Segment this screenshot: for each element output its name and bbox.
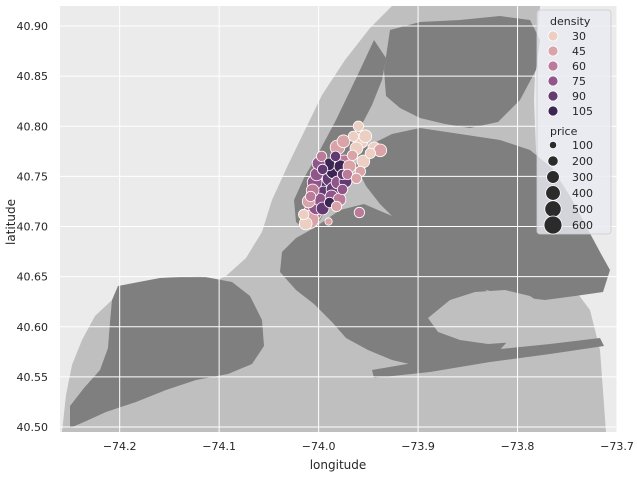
- y-axis-label: latitude: [4, 199, 18, 245]
- legend-hue-title: density: [550, 15, 591, 28]
- legend: density 30 45 60 75 90 105 price 100 200 300 400…: [536, 9, 612, 235]
- legend-hue-label: 75: [572, 75, 586, 88]
- data-point: [347, 130, 360, 142]
- map-land-new-jersey: [60, 6, 392, 432]
- x-axis-label: longitude: [310, 458, 367, 472]
- y-tick-label: 40.90: [17, 20, 49, 33]
- x-tick-label: −74.1: [202, 440, 236, 453]
- legend-hue-label: 30: [572, 30, 586, 43]
- data-point: [305, 190, 317, 203]
- legend-size-entries: 100 200 300 400 500 600: [543, 139, 593, 235]
- data-point: [336, 183, 349, 196]
- x-tick-label: −73.7: [600, 440, 634, 453]
- legend-hue-label: 45: [572, 45, 586, 58]
- x-axis-ticks: −74.2 −74.1 −74.0 −73.9 −73.8 −73.7: [103, 440, 634, 453]
- y-axis-ticks: 40.50 40.55 40.60 40.65 40.70 40.75 40.80 40.85…: [17, 20, 49, 434]
- legend-hue-marker: [547, 30, 559, 42]
- x-tick-label: −73.8: [501, 440, 535, 453]
- data-point: [336, 134, 351, 149]
- legend-size-title: price: [550, 125, 578, 138]
- legend-hue-marker: [547, 75, 559, 87]
- legend-size-marker: [547, 155, 559, 167]
- map-land-rockaway: [372, 338, 604, 378]
- y-tick-label: 40.50: [17, 421, 49, 434]
- legend-hue-marker: [547, 90, 559, 102]
- data-point: [353, 206, 365, 219]
- y-tick-label: 40.55: [17, 371, 49, 384]
- legend-size-marker: [546, 170, 560, 184]
- legend-size-label: 500: [572, 203, 593, 216]
- data-point: [358, 129, 373, 144]
- legend-size-marker: [545, 185, 561, 201]
- legend-size-label: 600: [572, 219, 593, 232]
- data-point: [316, 163, 329, 175]
- data-point: [346, 149, 359, 161]
- legend-size-label: 400: [572, 187, 593, 200]
- map-land-staten-island: [70, 276, 264, 428]
- legend-hue-marker: [547, 105, 559, 117]
- y-tick-label: 40.75: [17, 170, 49, 183]
- legend-size-marker: [543, 215, 563, 235]
- legend-size-label: 100: [572, 139, 593, 152]
- legend-hue-label: 60: [572, 60, 586, 73]
- data-point: [324, 217, 333, 226]
- x-tick-label: −74.2: [103, 440, 137, 453]
- y-tick-label: 40.60: [17, 321, 49, 334]
- data-point: [298, 208, 310, 221]
- data-point: [364, 147, 376, 159]
- legend-hue-entries: 30 45 60 75 90 105: [547, 30, 593, 118]
- map-land-bronx: [384, 16, 540, 128]
- data-points: [298, 120, 388, 231]
- data-point: [350, 172, 362, 185]
- legend-size-marker: [548, 140, 558, 150]
- legend-size-label: 200: [572, 155, 593, 168]
- legend-box: [536, 9, 612, 235]
- legend-hue-label: 105: [572, 105, 593, 118]
- y-tick-label: 40.80: [17, 120, 49, 133]
- legend-size-label: 300: [572, 171, 593, 184]
- data-point: [329, 150, 342, 162]
- y-tick-label: 40.85: [17, 70, 49, 83]
- legend-hue-marker: [547, 60, 559, 72]
- data-point: [352, 120, 364, 132]
- x-tick-label: −73.9: [401, 440, 435, 453]
- y-tick-label: 40.65: [17, 271, 49, 284]
- x-tick-label: −74.0: [302, 440, 336, 453]
- y-tick-label: 40.70: [17, 221, 49, 234]
- legend-size-marker: [544, 200, 562, 218]
- data-point: [315, 150, 328, 162]
- legend-hue-label: 90: [572, 90, 586, 103]
- map-water-jamaica-bay: [428, 290, 552, 344]
- data-point: [373, 143, 388, 158]
- data-point: [330, 200, 343, 213]
- legend-hue-marker: [547, 45, 559, 57]
